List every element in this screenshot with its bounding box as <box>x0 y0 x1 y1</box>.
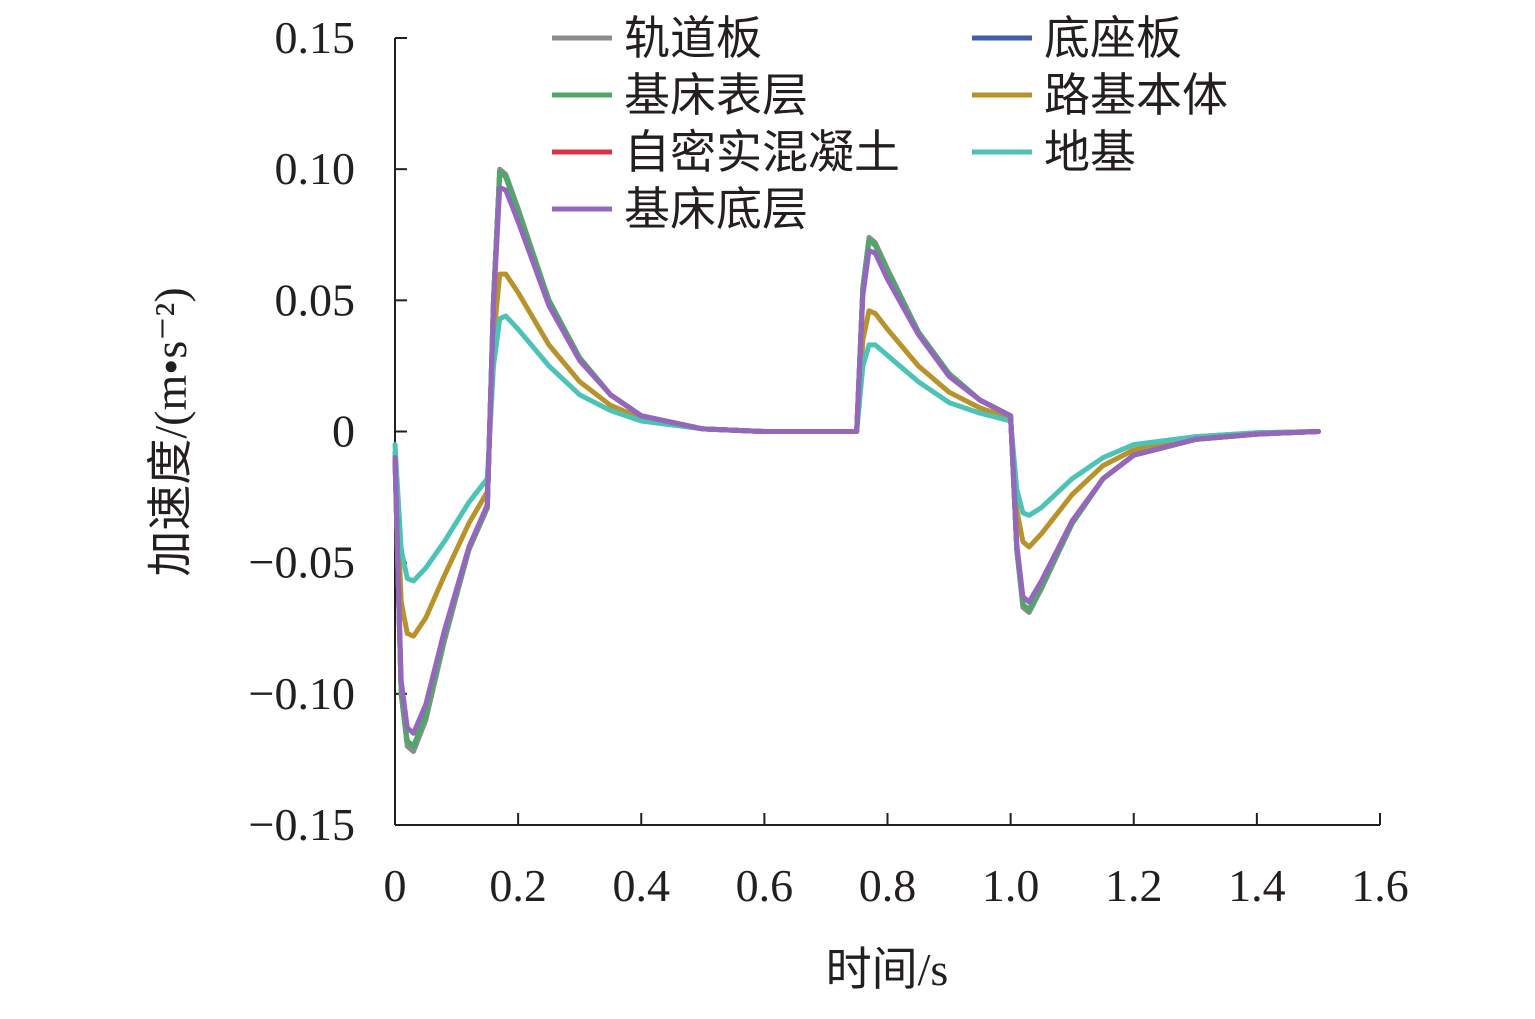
y-tick-label: 0.10 <box>275 143 356 194</box>
legend-label: 基床底层 <box>624 182 808 236</box>
series-lines <box>392 166 1321 754</box>
y-tick-label: 0.05 <box>275 274 356 325</box>
x-tick-label: 0.6 <box>736 860 794 911</box>
x-tick-label: 1.2 <box>1105 860 1163 911</box>
legend-label: 路基本体 <box>1044 68 1228 122</box>
x-tick-label: 1.4 <box>1228 860 1286 911</box>
series-line-路基本体 <box>392 271 1321 639</box>
x-tick-label: 0 <box>384 860 407 911</box>
x-tick-label: 0.8 <box>859 860 917 911</box>
axes: 0.15 0.10 0.05 0 −0.05 −0.10 −0.15 0 0.2 0.4 0.6 0.… <box>249 12 1409 911</box>
y-tick-label: 0.15 <box>275 12 356 63</box>
y-tick-label: −0.15 <box>249 799 355 850</box>
y-tick-label: −0.05 <box>249 537 355 588</box>
legend-label: 轨道板 <box>624 11 762 65</box>
legend-label: 地基 <box>1044 125 1136 179</box>
x-tick-label: 0.4 <box>613 860 671 911</box>
series-line-基床底层 <box>392 185 1321 736</box>
legend-label: 自密实混凝土 <box>624 125 900 179</box>
y-tick-label: 0 <box>332 406 355 457</box>
y-axis-title: 加速度/(m•s⁻²) <box>145 287 196 576</box>
x-tick-label: 1.0 <box>982 860 1040 911</box>
legend-label: 基床表层 <box>624 68 808 122</box>
x-tick-label: 1.6 <box>1351 860 1409 911</box>
x-axis-title: 时间/s <box>826 944 949 995</box>
series-line-地基 <box>392 313 1321 584</box>
y-tick-label: −0.10 <box>249 668 355 719</box>
legend-label: 底座板 <box>1044 11 1182 65</box>
x-tick-label: 0.2 <box>489 860 547 911</box>
